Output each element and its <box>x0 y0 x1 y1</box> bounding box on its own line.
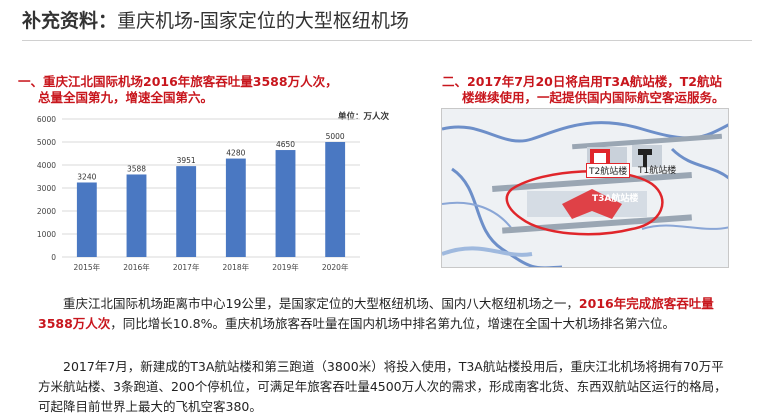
y-tick-label: 6000 <box>37 115 56 124</box>
map-label-t3a: T3A航站楼 <box>592 194 639 204</box>
paragraph1-highlight: 2016年完成旅客吞吐量3588万人次 <box>38 296 714 331</box>
right-section-heading: 二、2017年7月20日将启用T3A航站楼，T2航站 楼继续使用，一起提供国内国… <box>442 74 762 106</box>
bar-value-label: 5000 <box>326 132 345 141</box>
page-title-bold: 补充资料： <box>22 10 118 32</box>
bar <box>126 174 147 257</box>
page-title-rest: 重庆机场-国家定位的大型枢纽机场 <box>117 10 409 32</box>
left-heading-line1: 一、重庆江北国际机场2016年旅客吞吐量3588万人次， <box>18 74 338 89</box>
bar <box>225 158 246 257</box>
y-tick-label: 3000 <box>37 184 56 193</box>
passenger-bar-chart: 0 1000 2000 3000 4000 5000 6000 3240 2015年 3588 20… <box>37 115 360 272</box>
bar-value-label: 4650 <box>276 140 295 149</box>
bar-value-label: 4280 <box>226 149 245 158</box>
title-divider <box>22 40 752 41</box>
right-heading-line1: 二、2017年7月20日将启用T3A航站楼，T2航站 <box>442 74 723 89</box>
airport-map: T2航站楼 T1航站楼 T3A航站楼 <box>441 108 729 268</box>
bar <box>176 166 197 257</box>
left-section-heading: 一、重庆江北国际机场2016年旅客吞吐量3588万人次， 总量全国第九，增速全国… <box>18 74 418 106</box>
paragraph1-part2: ，同比增长10.8%。重庆机场旅客吞吐量在国内机场中排名第九位，增速在全国十大机… <box>110 316 676 331</box>
x-tick-label: 2016年 <box>123 262 150 272</box>
page-title: 补充资料：重庆机场-国家定位的大型枢纽机场 <box>22 6 409 33</box>
y-tick-label: 4000 <box>37 161 56 170</box>
bar-value-label: 3240 <box>77 172 96 181</box>
y-tick-label: 5000 <box>37 138 56 147</box>
x-tick-label: 2017年 <box>173 262 200 272</box>
y-tick-label: 1000 <box>37 230 56 239</box>
right-heading-line2: 楼继续使用，一起提供国内国际航空客运服务。 <box>462 90 725 105</box>
bar-value-label: 3588 <box>127 164 146 173</box>
bar <box>76 182 97 257</box>
paragraph-airport-overview: 重庆江北国际机场距离市中心19公里，是国家定位的大型枢纽机场、国内八大枢纽机场之… <box>38 294 730 334</box>
map-label-t2: T2航站楼 <box>586 163 631 178</box>
chart-unit-label: 单位：万人次 <box>338 112 390 122</box>
x-tick-label: 2019年 <box>272 262 299 272</box>
y-tick-label: 2000 <box>37 207 56 216</box>
bar <box>275 150 296 257</box>
paragraph2-text: 2017年7月，新建成的T3A航站楼和第三跑道（3800米）将投入使用，T3A航… <box>38 359 727 414</box>
paragraph1-part1: 重庆江北国际机场距离市中心19公里，是国家定位的大型枢纽机场、国内八大枢纽机场之… <box>63 296 579 311</box>
bar-value-label: 3951 <box>177 156 196 165</box>
paragraph-t3a-details: 2017年7月，新建成的T3A航站楼和第三跑道（3800米）将投入使用，T3A航… <box>38 357 730 417</box>
left-heading-line2: 总量全国第九，增速全国第六。 <box>38 90 214 105</box>
x-tick-label: 2020年 <box>322 262 349 272</box>
bar <box>325 142 346 257</box>
x-tick-label: 2018年 <box>223 262 250 272</box>
x-tick-label: 2015年 <box>74 262 101 272</box>
map-label-t1: T1航站楼 <box>638 166 677 176</box>
y-tick-label: 0 <box>51 253 56 262</box>
airport-map-drawing <box>442 109 728 267</box>
